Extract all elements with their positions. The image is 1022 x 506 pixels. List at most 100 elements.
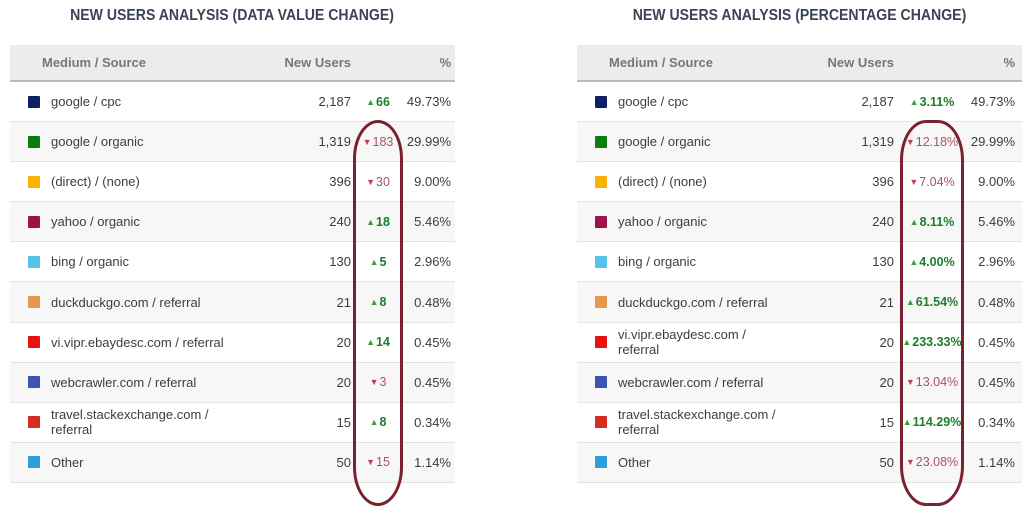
table-row: travel.stackexchange.com / referral 15 ▲8 0…: [10, 401, 455, 442]
new-users-value: 20: [879, 374, 894, 390]
series-color-swatch: [28, 416, 40, 429]
change-value: ▼30: [366, 174, 390, 189]
table-panel-percentage-change: NEW USERS ANALYSIS (PERCENTAGE CHANGE) M…: [577, 0, 1022, 506]
table-row: google / organic 1,319 ▼12.18% 29.99%: [577, 121, 1022, 162]
source-label: vi.vipr.ebaydesc.com / referral: [618, 327, 746, 358]
arrow-up-icon: ▲: [902, 417, 912, 428]
change-value: ▲61.54%: [905, 295, 959, 310]
source-cell: (direct) / (none): [10, 174, 239, 189]
source-label: (direct) / (none): [618, 174, 707, 190]
arrow-down-icon: ▼: [362, 136, 372, 147]
series-color-swatch: [595, 255, 607, 268]
table-title: NEW USERS ANALYSIS (PERCENTAGE CHANGE): [632, 7, 967, 24]
source-label: (direct) / (none): [51, 174, 140, 190]
series-color-swatch: [595, 376, 607, 389]
new-users-value: 396: [872, 174, 894, 190]
source-cell: duckduckgo.com / referral: [10, 295, 239, 310]
change-value: ▲233.33%: [902, 335, 962, 350]
new-users-value: 2,187: [318, 94, 351, 110]
column-header-new-users: New Users: [284, 55, 351, 70]
table-row: Other 50 ▼23.08% 1.14%: [577, 441, 1022, 482]
table-row: google / organic 1,319 ▼183 29.99%: [10, 121, 455, 162]
column-header-percent: %: [439, 55, 451, 70]
source-label: duckduckgo.com / referral: [51, 294, 201, 310]
new-users-value: 20: [336, 374, 351, 390]
table-row: bing / organic 130 ▲4.00% 2.96%: [577, 241, 1022, 281]
arrow-down-icon: ▼: [905, 457, 915, 468]
data-value-change-table: Medium / Source New Users % google / cpc…: [10, 45, 455, 506]
percent-share-value: 0.48%: [978, 294, 1015, 310]
new-users-value: 130: [872, 254, 894, 270]
source-label: travel.stackexchange.com / referral: [618, 407, 776, 438]
table-row: duckduckgo.com / referral 21 ▲8 0.48%: [10, 281, 455, 322]
series-color-swatch: [595, 296, 607, 309]
table-row: bing / organic 130 ▲5 2.96%: [10, 241, 455, 281]
source-cell: vi.vipr.ebaydesc.com / referral: [577, 327, 782, 357]
change-value: ▼12.18%: [905, 134, 959, 149]
series-color-swatch: [28, 255, 40, 268]
series-color-swatch: [595, 135, 607, 148]
column-header-new-users: New Users: [827, 55, 894, 70]
percent-share-value: 0.45%: [414, 374, 451, 390]
source-cell: duckduckgo.com / referral: [577, 295, 782, 310]
percent-share-value: 1.14%: [414, 454, 451, 470]
table-row: google / cpc 2,187 ▲66 49.73%: [10, 82, 455, 121]
table-row: yahoo / organic 240 ▲18 5.46%: [10, 201, 455, 242]
new-users-value: 240: [872, 214, 894, 230]
table-row: vi.vipr.ebaydesc.com / referral 20 ▲233.33…: [577, 321, 1022, 362]
source-label: Other: [618, 454, 651, 470]
series-color-swatch: [28, 296, 40, 309]
percent-share-value: 5.46%: [414, 214, 451, 230]
table-row: vi.vipr.ebaydesc.com / referral 20 ▲14 0.45…: [10, 321, 455, 362]
source-label: webcrawler.com / referral: [51, 374, 197, 390]
source-label: Other: [51, 454, 84, 470]
series-color-swatch: [28, 456, 40, 469]
table-row: google / cpc 2,187 ▲3.11% 49.73%: [577, 82, 1022, 121]
table-row: Other 50 ▼15 1.14%: [10, 441, 455, 482]
series-color-swatch: [595, 175, 607, 188]
series-color-swatch: [595, 95, 607, 108]
change-value: ▼13.04%: [905, 375, 959, 390]
arrow-down-icon: ▼: [366, 457, 375, 468]
arrow-up-icon: ▲: [902, 337, 912, 348]
change-value: ▼3: [369, 375, 387, 390]
percent-share-value: 2.96%: [978, 254, 1015, 270]
percent-share-value: 49.73%: [970, 94, 1015, 110]
arrow-up-icon: ▲: [369, 417, 379, 428]
arrow-down-icon: ▼: [369, 377, 379, 388]
new-users-value: 21: [336, 294, 351, 310]
change-value: ▼23.08%: [905, 455, 959, 470]
percent-share-value: 49.73%: [406, 94, 451, 110]
new-users-value: 20: [879, 334, 894, 350]
change-value: ▲8: [369, 415, 387, 430]
column-header-medium-source: Medium / Source: [42, 55, 147, 70]
new-users-value: 1,319: [861, 134, 894, 150]
arrow-up-icon: ▲: [909, 256, 919, 267]
percent-share-value: 9.00%: [978, 174, 1015, 190]
percent-share-value: 29.99%: [970, 134, 1015, 150]
series-color-swatch: [595, 416, 607, 429]
source-cell: bing / organic: [10, 254, 239, 269]
arrow-down-icon: ▼: [366, 176, 375, 187]
table-header-row: Medium / Source New Users %: [577, 45, 1022, 82]
source-cell: google / organic: [577, 134, 782, 149]
new-users-value: 15: [336, 414, 351, 430]
source-cell: webcrawler.com / referral: [577, 375, 782, 390]
new-users-value: 15: [879, 414, 894, 430]
column-header-percent: %: [1003, 55, 1015, 70]
percent-share-value: 0.45%: [414, 334, 451, 350]
change-value: ▲114.29%: [902, 415, 962, 430]
series-color-swatch: [28, 336, 40, 349]
source-cell: google / cpc: [577, 94, 782, 109]
source-label: duckduckgo.com / referral: [618, 294, 768, 310]
percentage-change-table: Medium / Source New Users % google / cpc…: [577, 45, 1022, 506]
source-cell: Other: [577, 455, 782, 470]
new-users-value: 50: [879, 454, 894, 470]
change-value: ▼7.04%: [909, 174, 955, 189]
series-color-swatch: [28, 95, 40, 108]
new-users-value: 1,319: [318, 134, 351, 150]
change-value: ▼15: [366, 455, 390, 470]
new-users-value: 130: [329, 254, 351, 270]
arrow-down-icon: ▼: [909, 176, 919, 187]
percent-share-value: 0.34%: [414, 414, 451, 430]
